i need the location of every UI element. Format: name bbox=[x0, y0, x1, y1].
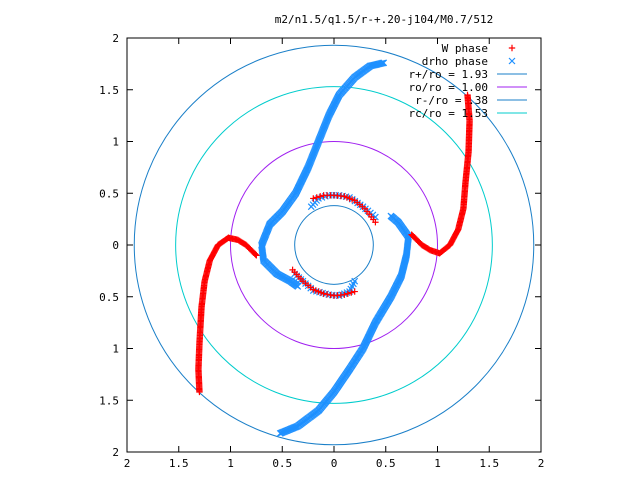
x-tick-label: 0.5 bbox=[376, 457, 396, 470]
radius-circle-2 bbox=[294, 205, 374, 285]
legend-marker-w-phase bbox=[508, 44, 516, 52]
x-tick-label: 0.5 bbox=[272, 457, 292, 470]
legend-label: r-/ro = .38 bbox=[415, 94, 488, 107]
x-tick-label: 1 bbox=[227, 457, 234, 470]
legend-marker-drho-phase bbox=[508, 57, 516, 65]
legend-label: drho phase bbox=[422, 55, 488, 68]
chart-title: m2/n1.5/q1.5/r-+.20-j104/M0.7/512 bbox=[275, 13, 494, 26]
y-tick-label: 1 bbox=[112, 343, 119, 356]
x-tick-label: 1.5 bbox=[479, 457, 499, 470]
w-phase-point bbox=[344, 290, 351, 297]
w-phase-point bbox=[372, 219, 379, 226]
w-phase-point bbox=[408, 231, 415, 238]
y-tick-label: 0.5 bbox=[99, 291, 119, 304]
w-phase-point bbox=[289, 266, 296, 274]
x-tick-label: 2 bbox=[538, 457, 545, 470]
y-tick-label: 1.5 bbox=[99, 84, 119, 97]
tick-layer: 2 1.5 1 0.5 0 0.5 1 1.5 221.510.500.511.52 bbox=[99, 32, 544, 470]
y-tick-label: 2 bbox=[112, 446, 119, 459]
series-0-points bbox=[195, 91, 473, 396]
x-tick-label: 0 bbox=[331, 457, 338, 470]
y-tick-label: 0 bbox=[112, 239, 119, 252]
x-tick-label: 1 bbox=[434, 457, 441, 470]
radius-circle-3 bbox=[175, 86, 493, 404]
x-tick-label: 1.5 bbox=[169, 457, 189, 470]
w-phase-point bbox=[351, 288, 358, 295]
legend-label: W phase bbox=[442, 42, 488, 55]
data-layer bbox=[133, 44, 535, 446]
y-tick-label: 1 bbox=[112, 136, 119, 149]
w-phase-point bbox=[323, 291, 331, 298]
y-tick-label: 0.5 bbox=[99, 187, 119, 200]
w-phase-point bbox=[409, 232, 416, 239]
w-phase-point bbox=[327, 291, 334, 299]
legend-label: ro/ro = 1.00 bbox=[409, 81, 488, 94]
series-1-points bbox=[258, 59, 412, 437]
radius-circle-0 bbox=[133, 44, 535, 446]
drho-phase-point bbox=[294, 282, 302, 290]
w-phase-point bbox=[310, 195, 317, 202]
x-tick-label: 2 bbox=[124, 457, 131, 470]
y-tick-label: 1.5 bbox=[99, 394, 119, 407]
legend-label: rc/ro = 1.53 bbox=[409, 107, 488, 120]
w-phase-point bbox=[330, 292, 338, 299]
w-phase-point bbox=[253, 252, 260, 259]
y-tick-label: 2 bbox=[112, 32, 119, 45]
legend-label: r+/ro = 1.93 bbox=[409, 68, 488, 81]
w-phase-point bbox=[252, 251, 259, 258]
w-phase-point bbox=[313, 194, 320, 201]
drho-phase-point bbox=[387, 212, 395, 220]
radius-circle-1 bbox=[230, 141, 438, 349]
w-phase-point bbox=[317, 193, 324, 200]
w-phase-point bbox=[348, 289, 355, 296]
